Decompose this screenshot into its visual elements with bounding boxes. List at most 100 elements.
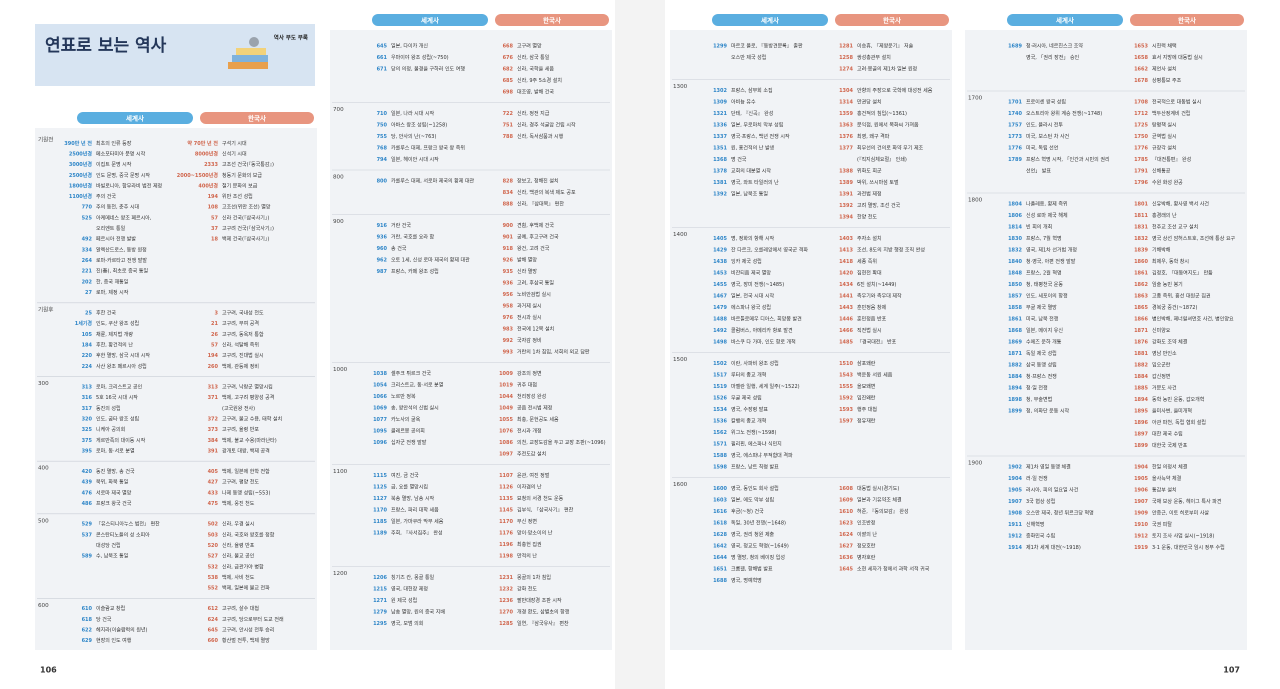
world-year: 916 [377,223,388,229]
era-label: 1700 [968,96,983,102]
korea-event: 대동법 실시(경기도) [857,485,899,492]
world-event: 일본, 에도 막부 성립 [731,496,774,503]
world-event: 일본, 가마쿠라 막부 세움 [391,518,444,525]
world-event: 수, 남북조 통일 [96,553,129,560]
world-year: 2500년경 [69,150,93,157]
korea-year: 1865 [1134,305,1148,311]
world-year: 1804 [1008,201,1022,207]
korea-year: 1801 [1134,201,1148,207]
korea-event: 백제, 일본에 불교 전파 [222,585,270,592]
korea-year: 1839 [1134,247,1148,253]
world-year: 439 [82,480,93,486]
korea-event: 최충, 문헌공도 세움 [517,416,559,423]
korea-year: 993 [503,349,514,355]
world-event: 루터의 종교 개혁 [731,371,766,378]
korea-event: 일연, 『삼국유사』 편찬 [517,620,569,627]
korea-year: 400년경 [198,182,218,189]
korea-event: 신라, 백관의 복색 제도 공포 [517,189,576,196]
world-year: 476 [82,490,93,496]
era-label: 700 [333,107,344,113]
world-event: 청·일 전쟁 [1026,384,1048,391]
world-event: 청·프랑스 전쟁 [1026,373,1057,380]
korea-year: 8000년경 [195,150,219,157]
world-event: 아비뇽 유수 [731,98,756,105]
korea-event: 백두산정계비 건립 [1152,110,1190,117]
world-year: 1054 [373,382,387,388]
world-year: 1038 [373,371,387,377]
header-pill [712,14,828,26]
world-event: 당 건국 [96,616,112,623]
korea-year: 1443 [839,305,853,311]
world-event: 이집트 문명 시작 [96,161,132,168]
korea-event: 수원 화성 완공 [1152,179,1183,186]
korea-year: 1906 [1134,487,1148,493]
world-year: 1488 [713,316,727,322]
korea-year: 1270 [499,609,513,615]
korea-event: 을미사변, 을미개혁 [1152,407,1192,414]
korea-year: 1623 [839,520,853,526]
world-event: 바르톨로메우 디아스, 희망봉 발견 [731,315,802,322]
world-year: 1832 [1008,247,1022,253]
world-year: 589 [82,554,93,560]
korea-event: 안중근, 이토 히로부미 사살 [1152,509,1209,516]
korea-event: 과거제 실시 [517,302,542,309]
korea-event: 최제우, 동학 창시 [1152,258,1189,265]
korea-year: 1831 [1134,224,1148,230]
korea-year: 194 [208,194,219,200]
world-event: 우마이야 왕조 성립(~750) [391,54,449,61]
korea-year: 1170 [499,519,513,525]
world-year: 334 [82,247,93,253]
korea-year: 194 [208,353,219,359]
korea-event: 신라, 정전 지급 [517,110,550,117]
korea-event: 귀주 대첩 [517,381,537,388]
korea-year: 1832 [1134,236,1148,242]
korea-year: 1905 [1134,476,1148,482]
world-event: 송, 왕안석의 신법 실시 [391,404,439,411]
world-event: 무굴 제국 성립 [731,394,762,401]
korea-event: 백제, 웅진 천도 [222,500,255,507]
world-year: 1170 [373,507,387,513]
world-event: 위그노 전쟁(~1598) [731,429,776,436]
korea-event: 고구려, 국내성 천도 [222,310,264,317]
korea-event: 신라, 율령 반포 [222,542,255,549]
world-event: 일본, 헤이안 시대 시작 [391,156,439,163]
world-event: 프로이센 왕국 성립 [1026,98,1066,105]
korea-event: 고구려, 안시성 전투 승리 [222,627,274,634]
korea-year: 1712 [1134,111,1148,117]
world-year: 768 [377,145,388,151]
world-year: 390만 년 전 [64,140,92,147]
world-year: 395 [82,448,93,454]
korea-event: 홍경래의 난 [1152,212,1177,219]
world-year: 1215 [373,586,387,592]
world-year: 1517 [713,372,727,378]
world-event: 독일 제국 성립 [1026,350,1057,357]
world-event: 인도 문명, 중국 문명 시작 [96,172,150,179]
world-year: 1206 [373,575,387,581]
korea-event: 묘청의 서경 천도 운동 [517,495,564,502]
world-event: 청·러시아, 네르친스크 조약 [1026,42,1083,49]
world-year: 770 [82,205,93,211]
korea-year: 956 [503,292,514,298]
world-event: 영국·프랑스, 백년 전쟁 시작 [731,133,790,140]
korea-year: 1860 [1134,259,1148,265]
world-event: 5호 16국 시대 시작 [96,394,138,401]
world-year: 325 [82,427,93,433]
world-year: 1095 [373,428,387,434]
world-event: 단테, 『신곡』 완성 [731,110,773,117]
korea-year: 1912 [1134,533,1148,539]
world-year: 1127 [373,496,387,502]
world-event: 영국, 동인도 회사 설립 [731,485,779,492]
world-year: 1337 [713,134,727,140]
korea-year: 1258 [839,55,853,61]
world-event: 프랑스, 파리 대학 세움 [391,506,439,513]
korea-year: 1314 [839,99,853,105]
korea-event: 행주 대첩 [857,406,877,413]
header-pill [372,14,488,26]
korea-year: 612 [208,606,219,612]
page-number: 107 [1223,666,1240,675]
korea-year: 1232 [499,586,513,592]
world-event: 명, 정화의 항해 시작 [731,235,775,242]
world-year: 936 [377,234,388,240]
world-year: 1077 [373,417,387,423]
world-event: 알렉산드로스, 동방 원정 [96,246,147,253]
